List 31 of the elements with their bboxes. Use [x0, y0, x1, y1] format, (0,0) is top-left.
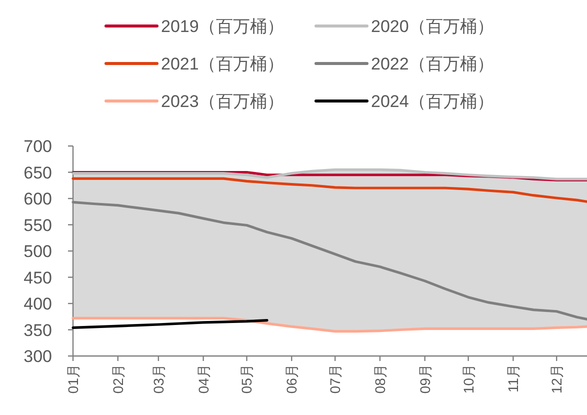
legend-label: 2020（百万桶）: [371, 17, 494, 36]
x-tick-label: 12月: [548, 364, 565, 394]
x-tick-label: 07月: [327, 364, 344, 394]
x-tick-label: 06月: [284, 364, 300, 394]
x-tick-label: 11月: [505, 364, 522, 393]
x-tick-label: 08月: [372, 364, 388, 394]
line-series: [72, 316, 587, 333]
line-series: [72, 177, 587, 203]
legend-label: 2022（百万桶）: [371, 54, 494, 74]
y-tick-label: 550: [24, 216, 52, 235]
legend-label: 2021（百万桶）: [161, 54, 284, 74]
x-tick-label: 03月: [150, 364, 166, 394]
y-tick-label: 450: [24, 268, 52, 288]
x-tick-label: 05月: [238, 364, 255, 394]
legend-label: 2023（百万桶）: [161, 92, 284, 111]
y-tick-label: 600: [24, 190, 52, 208]
legend-label: 2019（百万桶）: [161, 17, 284, 36]
line-series: [72, 319, 268, 329]
y-tick-label: 350: [24, 320, 52, 340]
x-tick-label: 09月: [416, 364, 433, 394]
y-tick-label: 400: [24, 294, 52, 314]
legend-label: 2024（百万桶）: [371, 92, 494, 111]
y-tick-label: 300: [24, 347, 52, 366]
line-series: [72, 168, 587, 180]
x-tick-label: 10月: [460, 364, 476, 394]
x-tick-label: 01月: [65, 364, 81, 394]
x-tick-label: 02月: [110, 364, 126, 394]
y-tick-label: 650: [24, 163, 52, 182]
y-tick-label: 500: [24, 242, 52, 261]
y-tick-label: 700: [24, 137, 52, 156]
x-tick-label: 04月: [195, 364, 212, 394]
